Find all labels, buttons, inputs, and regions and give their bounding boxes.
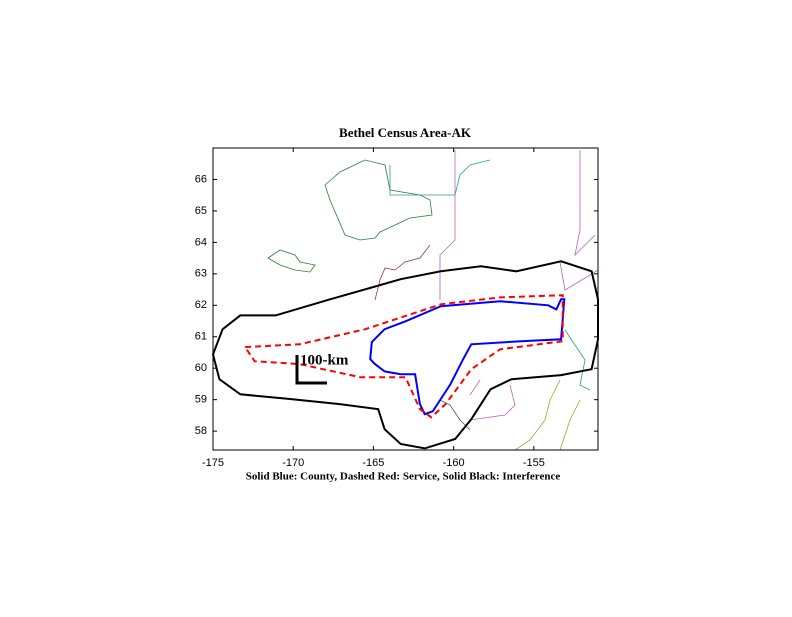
boundary (564, 329, 591, 391)
boundary (389, 159, 491, 196)
outline (369, 298, 566, 416)
y-tick-label: 63 (195, 268, 207, 280)
scale-label: 100-km (300, 352, 349, 368)
boundary (439, 150, 456, 300)
y-tick-label: 58 (195, 425, 207, 437)
x-axis-label: Solid Blue: County, Dashed Red: Service,… (246, 471, 561, 483)
boundary (469, 379, 516, 421)
y-tick-label: 62 (195, 299, 207, 311)
outline (211, 260, 599, 450)
outlines (211, 260, 599, 450)
x-tick-label: -170 (282, 457, 304, 469)
x-tick-label: -155 (523, 457, 545, 469)
background-lines (267, 150, 599, 451)
y-tick-label: 59 (195, 394, 207, 406)
y-tick-label: 66 (195, 173, 207, 185)
boundary (439, 399, 471, 431)
y-tick-label: 65 (195, 205, 207, 217)
y-tick-label: 61 (195, 331, 207, 343)
y-tick-label: 64 (195, 236, 207, 248)
island (267, 249, 316, 273)
coastline (324, 159, 433, 241)
scale-bar (295, 355, 327, 385)
x-tick-label: -175 (202, 457, 224, 469)
plot-frame (212, 147, 599, 451)
x-tick-label: -165 (362, 457, 384, 469)
boundary (374, 244, 431, 301)
outline (243, 294, 564, 419)
chart-title: Bethel Census Area-AK (339, 125, 472, 140)
y-tick-label: 60 (195, 362, 207, 374)
coastline (514, 379, 581, 451)
boundary (559, 150, 599, 291)
x-tick-label: -160 (443, 457, 465, 469)
